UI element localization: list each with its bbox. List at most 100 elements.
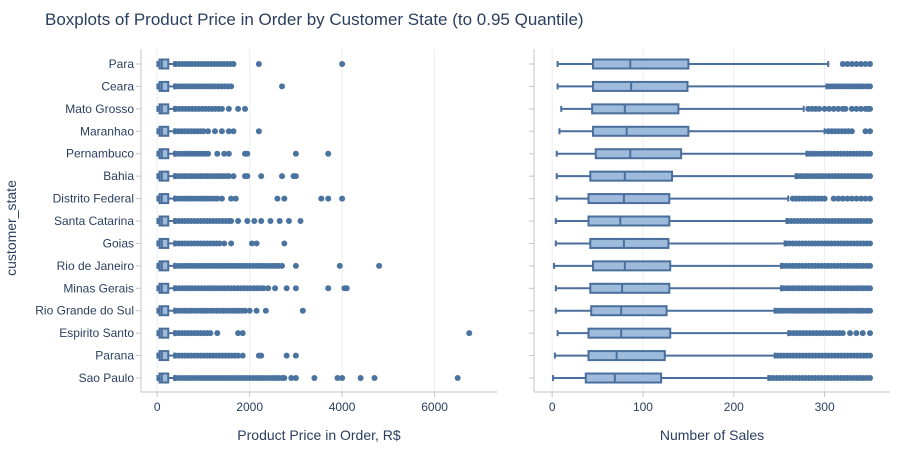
outlier-point (242, 307, 249, 314)
outlier-point (830, 105, 837, 112)
outlier-point (255, 128, 262, 135)
box-body (591, 103, 680, 115)
box-body (158, 148, 170, 160)
box-para (556, 58, 874, 70)
box-espirito-santo (556, 327, 874, 339)
outlier-point (230, 128, 237, 135)
outlier-point (292, 173, 299, 180)
box-body (158, 193, 170, 205)
y-tick-label: Para (109, 57, 135, 71)
outlier-point (835, 195, 842, 202)
outlier-point (844, 61, 851, 67)
outlier-point (835, 105, 842, 112)
outlier-point (862, 61, 869, 67)
outlier-point (262, 307, 269, 314)
box-ceara (556, 80, 874, 92)
outlier-point (299, 307, 306, 314)
x-tick-label: 0 (549, 400, 556, 414)
box-body (589, 237, 670, 249)
outlier-point (867, 105, 874, 112)
box-body (158, 125, 170, 137)
outlier-point (207, 330, 214, 337)
outlier-point (253, 307, 260, 314)
x-axis-title-price: Product Price in Order, R$ (237, 427, 401, 443)
y-tick-label: Rio de Janeiro (57, 259, 135, 273)
box-body (158, 372, 170, 384)
outlier-point (853, 330, 860, 337)
outlier-point (867, 218, 874, 225)
outlier-point (842, 105, 849, 112)
y-tick-label: Minas Gerais (63, 281, 134, 295)
outlier-point (235, 218, 242, 225)
box-rio-de-janeiro (552, 260, 874, 272)
chart-title: Boxplots of Product Price in Order by Cu… (45, 10, 584, 29)
outlier-point (225, 105, 232, 112)
y-tick-label: Goias (103, 236, 134, 250)
outlier-point (357, 375, 364, 382)
outlier-point (225, 173, 232, 180)
outlier-point (244, 218, 251, 225)
box-body (158, 170, 170, 182)
outlier-point (232, 195, 239, 202)
box-mato-grosso (156, 103, 249, 115)
outlier-point (235, 352, 242, 359)
x-axis-title-sales: Number of Sales (660, 427, 764, 443)
outlier-point (292, 150, 299, 157)
outlier-point (274, 195, 281, 202)
outlier-point (466, 330, 473, 337)
outlier-point (867, 173, 874, 180)
outlier-point (454, 375, 461, 382)
outlier-point (205, 150, 212, 157)
outlier-point (205, 128, 212, 135)
outlier-point (214, 195, 221, 202)
outlier-point (239, 352, 246, 359)
box-body (158, 260, 170, 272)
outlier-point (214, 330, 221, 337)
x-tick-label: 300 (815, 400, 835, 414)
outlier-point (339, 375, 346, 382)
outlier-point (839, 330, 846, 337)
y-tick-label: Santa Catarina (54, 214, 134, 228)
outlier-point (371, 375, 378, 382)
outlier-point (244, 173, 251, 180)
outlier-point (867, 285, 874, 292)
outlier-point (857, 105, 864, 112)
outlier-point (239, 330, 246, 337)
box-santa-catarina (554, 215, 874, 227)
outlier-point (211, 128, 218, 135)
outlier-point (279, 262, 286, 269)
outlier-point (242, 105, 249, 112)
outlier-point (258, 352, 265, 359)
y-tick-label: Distrito Federal (53, 192, 134, 206)
outlier-point (853, 195, 860, 202)
y-tick-label: Ceara (101, 79, 134, 93)
box-body (158, 215, 170, 227)
outlier-point (867, 352, 874, 359)
outlier-point (857, 195, 864, 202)
outlier-point (253, 240, 260, 247)
box-maranhao (558, 125, 874, 137)
outlier-point (200, 128, 207, 135)
outlier-point (292, 352, 299, 359)
outlier-point (225, 128, 232, 135)
outlier-point (251, 218, 258, 225)
outlier-point (339, 61, 346, 67)
outlier-point (867, 240, 874, 247)
box-body (592, 80, 689, 92)
box-parana (156, 350, 299, 362)
box-santa-catarina (156, 215, 304, 227)
outlier-point (867, 61, 874, 67)
outlier-point (339, 195, 346, 202)
box-body (592, 260, 672, 272)
outlier-point (376, 262, 383, 269)
outlier-point (265, 285, 272, 292)
box-body (587, 350, 666, 362)
outlier-point (279, 83, 286, 90)
panel-sales: 0 100 200 300 (529, 49, 890, 414)
outlier-point (283, 285, 290, 292)
outlier-point (821, 195, 828, 202)
outlier-point (867, 150, 874, 157)
outlier-point (228, 83, 235, 90)
y-tick-label: Rio Grande do Sul (35, 304, 134, 318)
